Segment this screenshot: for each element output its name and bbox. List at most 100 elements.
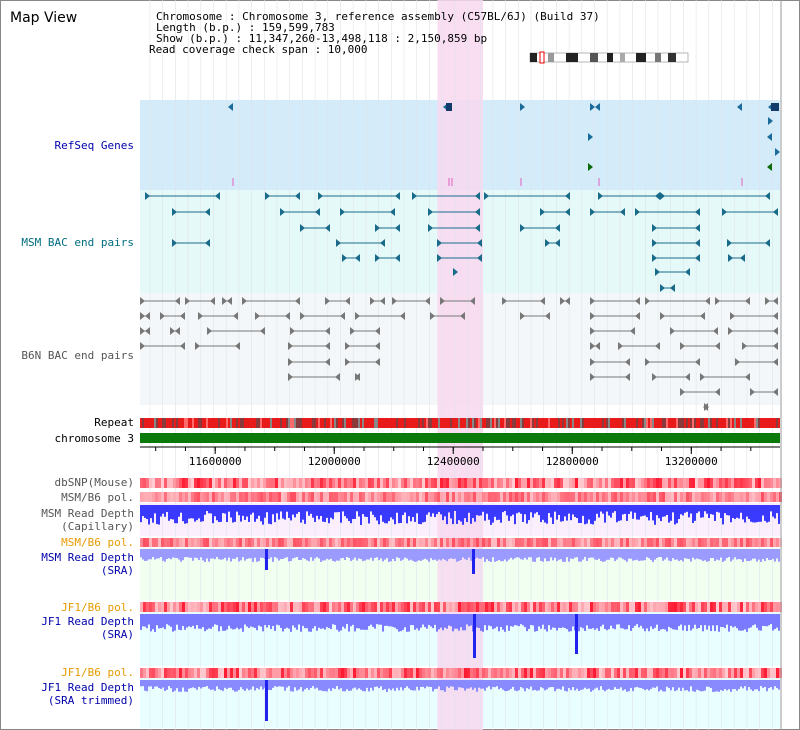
polymorphism-cell xyxy=(446,492,449,502)
read-depth-bar xyxy=(526,614,528,632)
polymorphism-cell xyxy=(407,538,410,547)
read-depth-bar xyxy=(398,680,400,691)
read-depth-bar xyxy=(622,549,624,560)
read-depth-bar xyxy=(424,549,426,559)
read-depth-bar xyxy=(226,549,228,561)
read-depth-bar xyxy=(666,549,668,558)
read-depth-bar xyxy=(628,505,630,514)
read-depth-bar xyxy=(354,549,356,558)
read-depth-bar xyxy=(292,614,294,626)
polymorphism-cell xyxy=(548,602,551,612)
polymorphism-cell xyxy=(443,492,446,502)
repeat-segment xyxy=(462,418,464,428)
repeat-segment xyxy=(202,418,204,428)
read-depth-bar xyxy=(776,614,778,628)
polymorphism-cell xyxy=(461,478,464,488)
repeat-segment xyxy=(622,418,624,428)
repeat-segment xyxy=(406,418,408,428)
read-depth-bar xyxy=(168,680,170,687)
polymorphism-cell xyxy=(743,668,746,678)
polymorphism-cell xyxy=(611,538,614,547)
read-depth-bar xyxy=(552,614,554,628)
chromosome-bar[interactable] xyxy=(140,433,780,443)
polymorphism-cell xyxy=(440,492,443,502)
read-depth-bar xyxy=(228,614,230,626)
polymorphism-cell xyxy=(602,668,605,678)
repeat-segment xyxy=(182,418,184,428)
read-depth-bar xyxy=(312,680,314,687)
repeat-segment xyxy=(142,418,144,428)
read-depth-bar xyxy=(636,505,638,520)
read-depth-bar xyxy=(186,680,188,692)
read-depth-bar xyxy=(372,680,374,691)
repeat-segment xyxy=(660,418,662,428)
repeat-segment xyxy=(242,418,244,428)
read-depth-bar xyxy=(220,549,222,560)
polymorphism-cell xyxy=(599,668,602,678)
read-depth-bar xyxy=(198,505,200,519)
read-depth-bar xyxy=(614,680,616,688)
polymorphism-cell xyxy=(641,492,644,502)
msm-bac-features[interactable] xyxy=(145,192,778,292)
polymorphism-cell xyxy=(200,492,203,502)
polymorphism-cell xyxy=(311,478,314,488)
repeat-segment xyxy=(328,418,330,428)
polymorphism-cell xyxy=(578,668,581,678)
polymorphism-cell xyxy=(593,492,596,502)
read-depth-bar xyxy=(342,614,344,627)
read-depth-bar xyxy=(778,614,780,631)
read-depth-bar xyxy=(570,505,572,521)
b6n-bac-features[interactable] xyxy=(140,297,778,411)
read-depth-bar xyxy=(546,614,548,632)
read-depth-bar xyxy=(358,614,360,629)
read-depth-bar xyxy=(590,680,592,692)
b6n-bac-label[interactable]: B6N BAC end pairs xyxy=(21,349,134,362)
read-depth-bar xyxy=(306,549,308,561)
polymorphism-cell xyxy=(347,538,350,547)
bac-end-marker xyxy=(255,312,260,320)
read-depth-bar xyxy=(366,680,368,688)
polymorphism-cell xyxy=(704,538,707,547)
polymorphism-cell xyxy=(758,478,761,488)
polymorphism-cell xyxy=(170,538,173,547)
polymorphism-cell xyxy=(305,538,308,547)
polymorphism-cell xyxy=(332,602,335,612)
chromosome-ideogram[interactable] xyxy=(529,51,689,64)
polymorphism-cell xyxy=(452,492,455,502)
read-depth-bar xyxy=(348,549,350,558)
repeat-segment xyxy=(638,418,640,428)
bac-end-marker xyxy=(713,327,718,335)
repeat-segment xyxy=(584,418,586,428)
polymorphism-cell xyxy=(629,492,632,502)
bac-end-marker xyxy=(325,342,330,350)
read-depth-bar xyxy=(674,614,676,630)
read-depth-bar xyxy=(346,505,348,519)
read-depth-bar xyxy=(156,680,158,687)
read-depth-bar xyxy=(344,505,346,517)
polymorphism-cell xyxy=(668,602,671,612)
msm-bac-label[interactable]: MSM BAC end pairs xyxy=(21,236,134,249)
bac-end-marker xyxy=(140,327,145,335)
polymorphism-cell xyxy=(740,478,743,488)
polymorphism-cell xyxy=(440,538,443,547)
polymorphism-cell xyxy=(443,668,446,678)
read-depth-bar xyxy=(178,680,180,692)
repeat-segment xyxy=(522,418,524,428)
polymorphism-cell xyxy=(749,602,752,612)
polymorphism-cell xyxy=(386,478,389,488)
read-depth-bar xyxy=(346,549,348,558)
repeat-track[interactable] xyxy=(140,418,780,428)
polymorphism-cell xyxy=(659,538,662,547)
read-depth-bar xyxy=(230,549,232,562)
repeat-segment xyxy=(608,418,610,428)
refseq-label[interactable]: RefSeq Genes xyxy=(55,139,134,152)
refseq-genes-features[interactable] xyxy=(228,103,780,186)
polymorphism-cell xyxy=(530,602,533,612)
bac-end-marker xyxy=(227,297,232,305)
polymorphism-cell xyxy=(755,478,758,488)
read-depth-bar xyxy=(594,680,596,689)
read-depth-bar xyxy=(410,680,412,690)
read-depth-bar xyxy=(142,505,144,517)
polymorphism-cell xyxy=(695,668,698,678)
